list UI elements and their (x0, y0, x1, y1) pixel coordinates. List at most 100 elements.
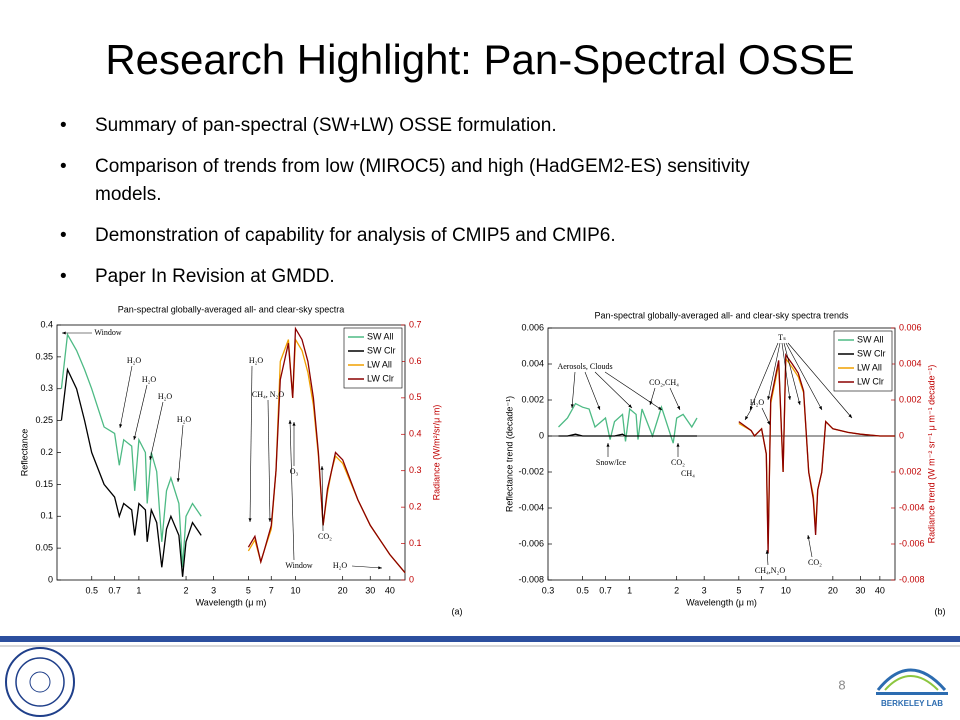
x-axis-label: Wavelength (μ m) (196, 597, 267, 607)
arrow-head (818, 406, 822, 410)
y2-tick-label: 0.1 (409, 538, 422, 548)
y-tick-label: 0.006 (521, 322, 544, 332)
arrow-head (149, 456, 153, 460)
y2-axis-label: Radiance trend (W m⁻² sr⁻¹ μ m⁻¹ decade⁻… (926, 365, 936, 544)
annotation: CH₄,N₂O (755, 566, 785, 575)
series-line (558, 433, 697, 437)
arrow-head (676, 443, 680, 447)
annotation: H₂O (333, 561, 348, 570)
annotation: CO₂,CH₄ (649, 378, 679, 387)
arrow-head (749, 406, 753, 410)
arrow-head (378, 566, 382, 570)
annotation-arrow (351, 565, 383, 569)
series-line (558, 402, 698, 444)
slide-title: Research Highlight: Pan-Spectral OSSE (105, 36, 855, 83)
arrow-head (767, 396, 771, 400)
x-tick-label: 10 (781, 585, 791, 595)
annotation: Snow/Ice (596, 458, 627, 467)
x-tick-label: 2 (184, 585, 189, 595)
arrow-head (658, 406, 662, 410)
annotation: H₂O (158, 392, 173, 401)
annotation-arrow (787, 342, 853, 419)
annotation-arrow (604, 371, 663, 411)
annotation-arrow (749, 342, 779, 411)
arrow-head (320, 466, 324, 470)
y2-tick-label: -0.006 (899, 538, 925, 548)
annotation-arrow (133, 384, 148, 441)
y-tick-label: -0.002 (518, 466, 544, 476)
x-tick-label: 1 (627, 585, 632, 595)
y2-tick-label: 0.7 (409, 319, 422, 329)
x-tick-label: 30 (365, 585, 375, 595)
uc-seal (5, 647, 75, 717)
y-tick-label: 0 (539, 430, 544, 440)
annotation: H₂O (127, 356, 142, 365)
lab-name: BERKELEY LAB (881, 699, 943, 708)
legend-label: LW All (857, 362, 882, 372)
series-line (247, 337, 406, 574)
annotation: Window (285, 561, 312, 570)
y-tick-label: 0.2 (40, 447, 53, 457)
y-axis-label: Reflectance trend (decade⁻¹) (504, 396, 514, 512)
y2-tick-label: 0.006 (899, 322, 922, 332)
y-tick-label: 0 (48, 574, 53, 584)
annotation: H₂O (750, 398, 765, 407)
y2-tick-label: 0.002 (899, 394, 922, 404)
annotation-arrow (177, 424, 184, 483)
y2-tick-label: 0.5 (409, 392, 422, 402)
annotation: Aerosols, Clouds (557, 362, 612, 371)
footer-band (0, 636, 960, 642)
annotation: H₂O (142, 375, 157, 384)
bullet: Paper In Revision at GMDD. (60, 263, 800, 291)
annotation-arrow (289, 419, 295, 561)
panel-label: (b) (935, 606, 946, 616)
x-tick-label: 10 (291, 585, 301, 595)
y2-tick-label: 0.3 (409, 465, 422, 475)
chart-title: Pan-spectral globally-averaged all- and … (118, 304, 345, 314)
legend-label: SW All (367, 331, 394, 341)
x-tick-label: 20 (338, 585, 348, 595)
series-line (60, 367, 202, 577)
arrow-head (288, 420, 292, 424)
y-tick-label: -0.006 (518, 538, 544, 548)
x-axis-label: Wavelength (μ m) (686, 597, 757, 607)
x-tick-label: 3 (211, 585, 216, 595)
annotation: CH₄, N₂O (252, 390, 284, 399)
y2-tick-label: -0.008 (899, 574, 925, 584)
annotation: Tₛ (778, 333, 786, 342)
arrow-head (268, 518, 272, 522)
x-tick-label: 7 (759, 585, 764, 595)
y-tick-label: 0.002 (521, 394, 544, 404)
arrow-head (606, 443, 610, 447)
y-tick-label: -0.004 (518, 502, 544, 512)
y2-tick-label: 0 (409, 574, 414, 584)
annotation: CH₄ (681, 469, 695, 478)
annotation-arrow (783, 342, 801, 406)
legend-label: LW All (367, 359, 392, 369)
y-tick-label: 0.1 (40, 511, 53, 521)
annotation: H₂O (177, 415, 192, 424)
annotation-arrow (249, 365, 253, 523)
annotation-arrow (669, 387, 681, 411)
arrow-head (133, 436, 137, 440)
series-line (738, 353, 895, 554)
x-tick-label: 0.7 (108, 585, 121, 595)
arrow-head (62, 331, 66, 335)
y2-tick-label: 0.004 (899, 358, 922, 368)
y2-tick-label: 0.2 (409, 502, 422, 512)
plot-frame (547, 327, 896, 581)
annotation: Window (94, 328, 121, 337)
arrow-head (677, 406, 680, 410)
bullet: Demonstration of capability for analysis… (60, 222, 800, 250)
annotation-arrow (781, 342, 791, 401)
y2-tick-label: 0.002 (899, 466, 922, 476)
y-tick-label: 0.4 (40, 319, 53, 329)
y-tick-label: 0.25 (35, 415, 53, 425)
arrow-head (797, 401, 801, 405)
y-tick-label: 0.3 (40, 383, 53, 393)
annotation-arrow (149, 401, 164, 461)
annotation-arrow (119, 365, 133, 429)
y-tick-label: 0.004 (521, 358, 544, 368)
